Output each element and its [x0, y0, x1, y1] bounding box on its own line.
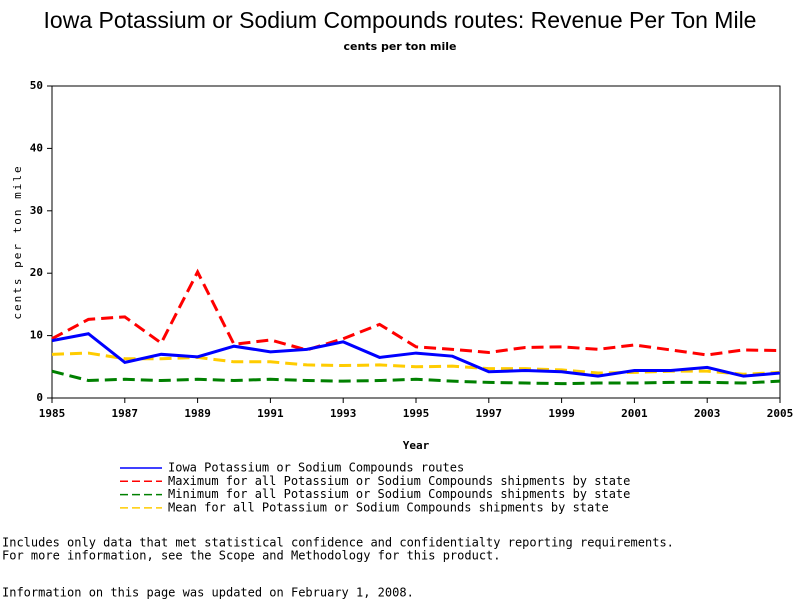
y-tick-label: 40	[30, 141, 43, 154]
footnote: Information on this page was updated on …	[2, 586, 414, 600]
chart-subtitle: cents per ton mile	[344, 40, 457, 53]
legend-label: Mean for all Potassium or Sodium Compoun…	[168, 500, 609, 514]
x-tick-label: 2005	[767, 407, 794, 420]
x-tick-label: 1997	[476, 407, 503, 420]
x-tick-label: 1991	[257, 407, 284, 420]
legend-label: Iowa Potassium or Sodium Compounds route…	[168, 461, 464, 475]
y-tick-label: 10	[30, 329, 43, 342]
y-tick-label: 20	[30, 266, 43, 279]
plot-frame	[51, 85, 781, 399]
series-line	[51, 332, 781, 378]
x-axis-label: Year	[403, 439, 430, 452]
series-line	[51, 369, 781, 386]
x-tick-label: 2003	[694, 407, 721, 420]
footnote: Includes only data that met statistical …	[2, 536, 674, 550]
y-tick-label: 50	[30, 79, 43, 92]
legend-label: Minimum for all Potassium or Sodium Comp…	[168, 487, 630, 501]
series-line	[51, 351, 781, 376]
y-axis-label: cents per ton mile	[11, 164, 24, 319]
footnote: For more information, see the Scope and …	[2, 549, 501, 563]
x-tick-label: 2001	[621, 407, 648, 420]
y-tick-label: 30	[30, 204, 43, 217]
y-tick-label: 0	[36, 391, 43, 404]
x-tick-label: 1985	[39, 407, 66, 420]
series-line	[51, 268, 781, 357]
x-tick-label: 1987	[112, 407, 139, 420]
x-tick-label: 1989	[184, 407, 211, 420]
x-tick-label: 1993	[330, 407, 357, 420]
x-tick-label: 1999	[548, 407, 575, 420]
x-tick-label: 1995	[403, 407, 430, 420]
legend-label: Maximum for all Potassium or Sodium Comp…	[168, 474, 630, 488]
chart-title: Iowa Potassium or Sodium Compounds route…	[44, 7, 757, 33]
